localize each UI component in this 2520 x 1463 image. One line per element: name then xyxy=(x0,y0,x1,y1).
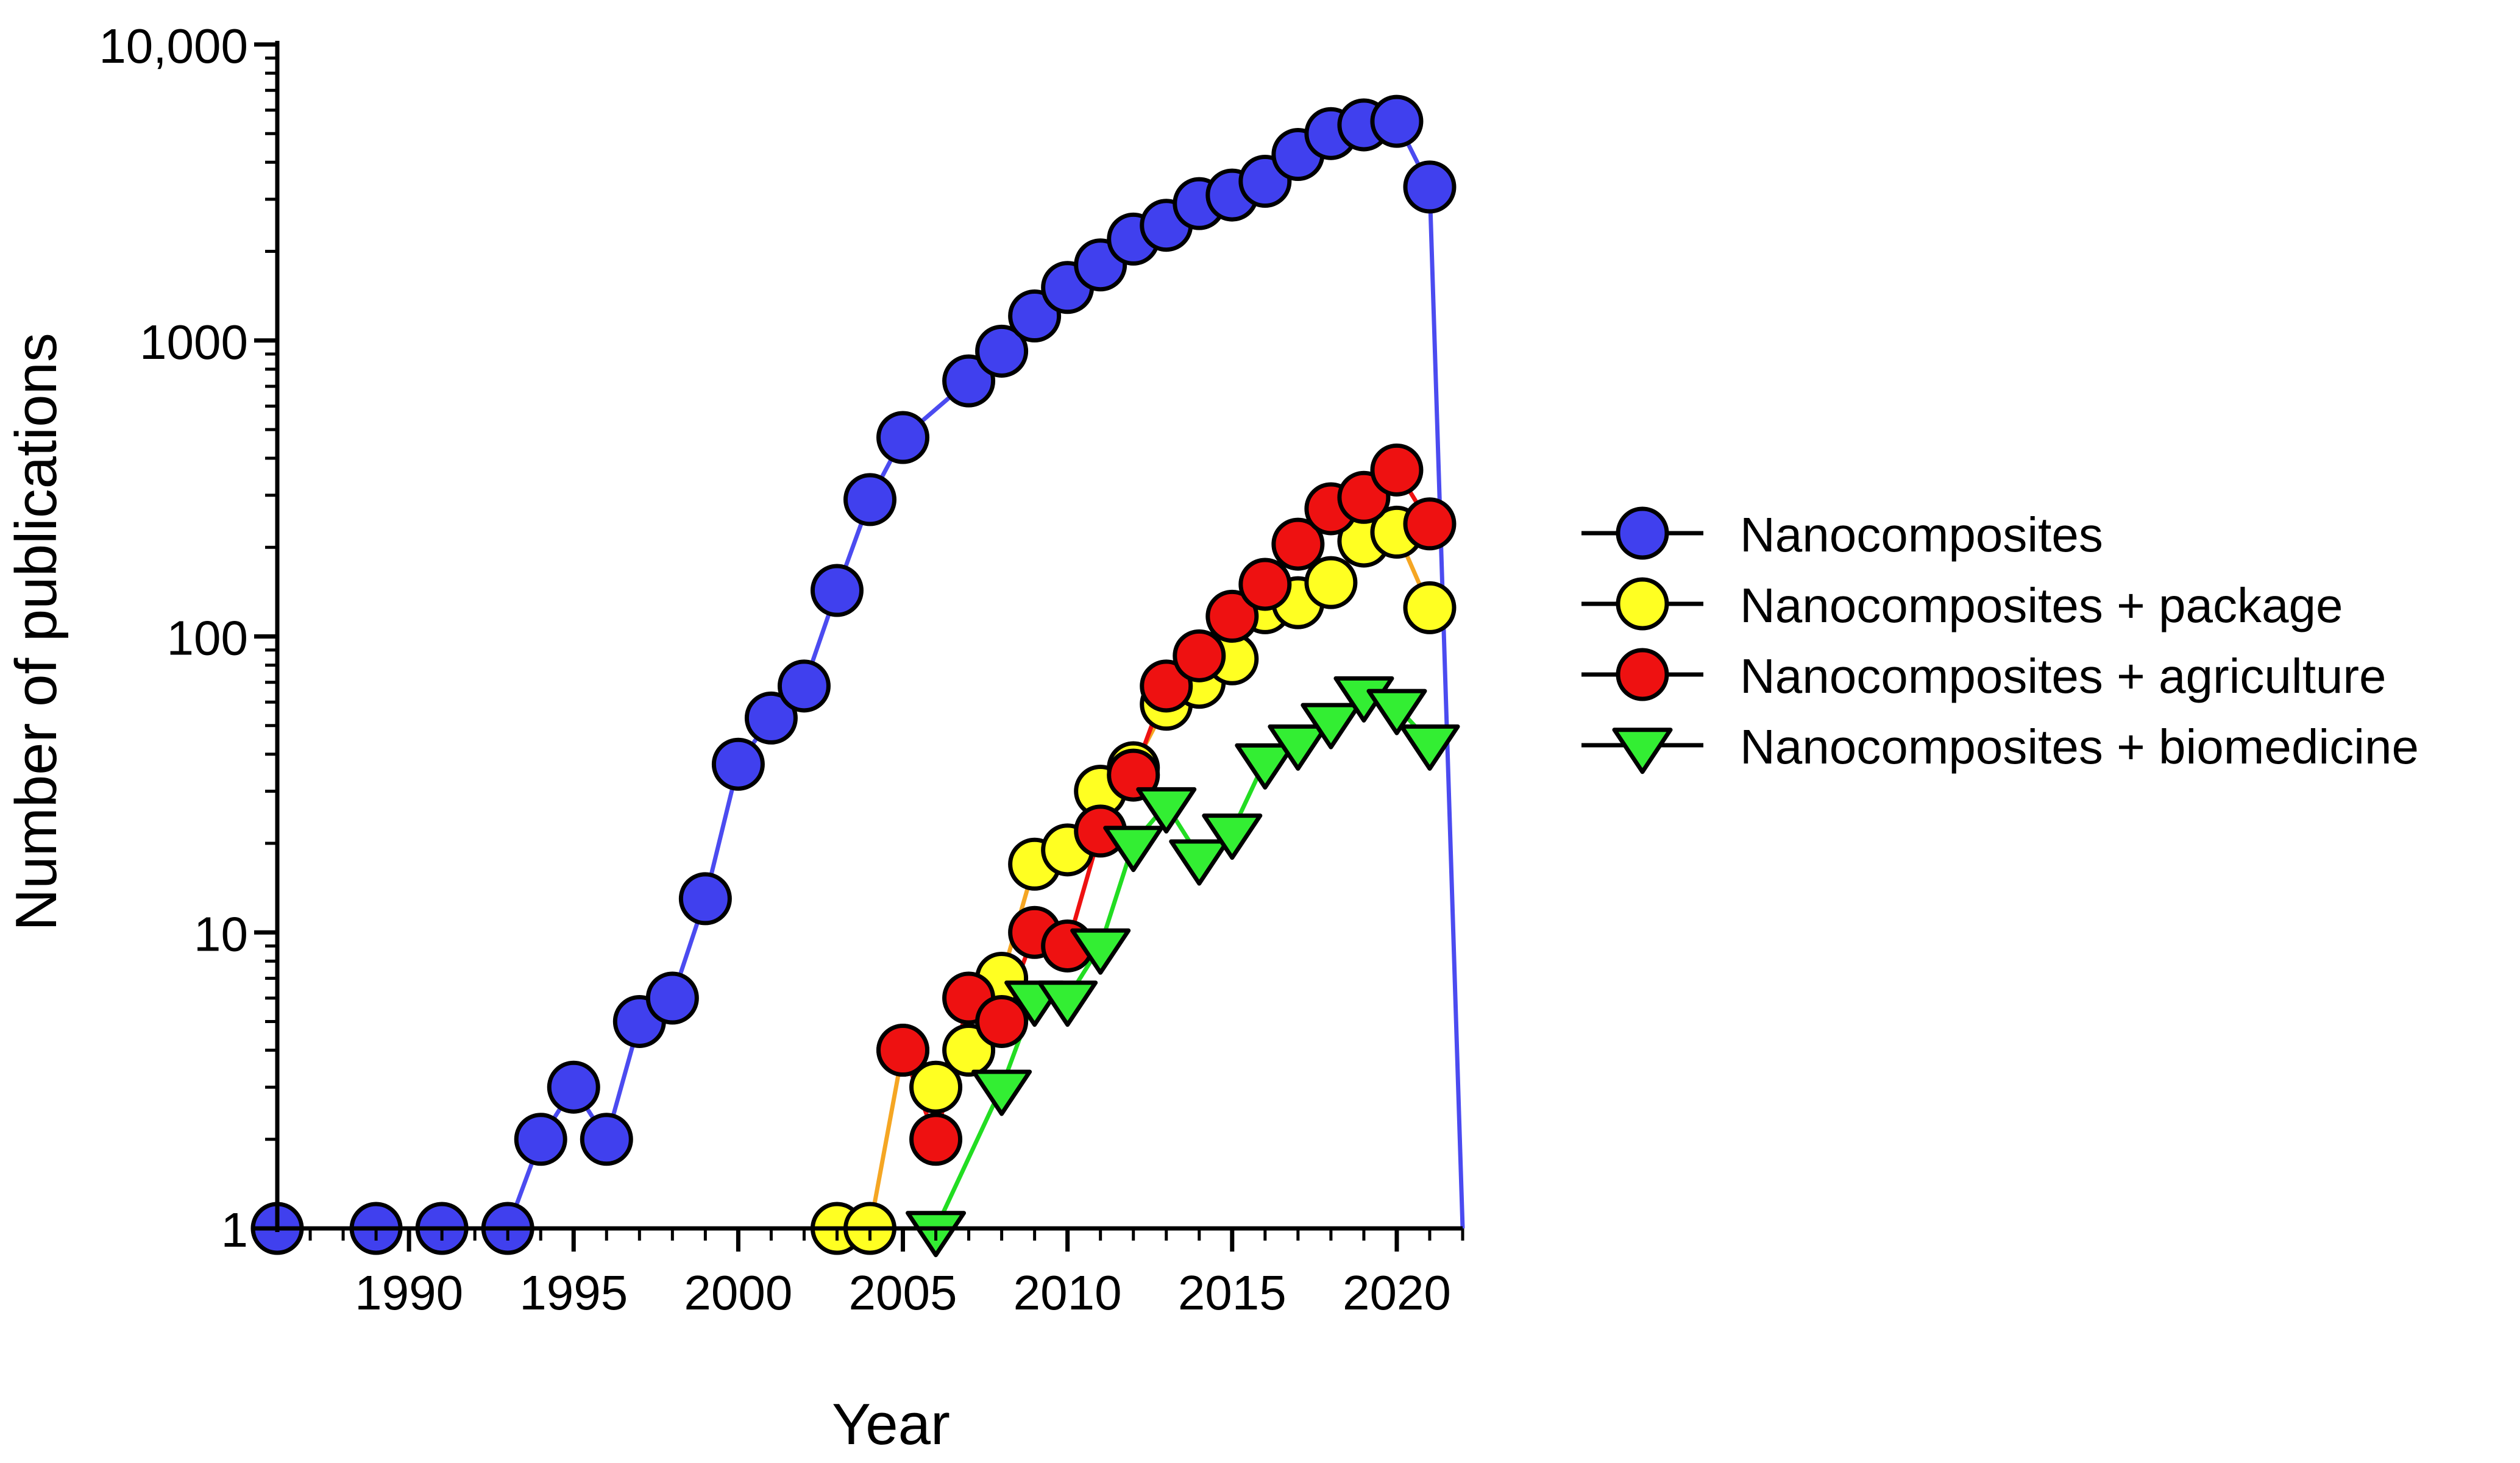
legend-marker-biomedicine xyxy=(1612,728,1673,774)
legend-marker-package xyxy=(1616,577,1669,631)
x-tick-label: 2020 xyxy=(1343,1266,1451,1320)
y-tick-label: 10 xyxy=(194,907,248,961)
y-tick-label: 10,000 xyxy=(99,19,248,73)
point-package xyxy=(1304,556,1358,609)
point-agriculture xyxy=(1173,629,1226,682)
point-nanocomposites xyxy=(975,324,1029,378)
point-agriculture xyxy=(876,1024,930,1077)
point-nanocomposites xyxy=(810,564,864,617)
point-biomedicine xyxy=(1202,813,1263,860)
point-nanocomposites xyxy=(744,691,798,745)
point-nanocomposites xyxy=(547,1060,600,1114)
point-nanocomposites xyxy=(777,659,831,713)
y-axis-label: Number of publications xyxy=(4,333,69,931)
point-agriculture xyxy=(1370,443,1424,497)
point-biomedicine xyxy=(1169,839,1230,886)
point-agriculture xyxy=(975,994,1029,1048)
point-biomedicine xyxy=(1399,724,1460,771)
point-agriculture xyxy=(1271,517,1325,571)
point-biomedicine xyxy=(1268,724,1329,771)
y-tick-label: 100 xyxy=(167,611,248,665)
legend-label-nanocomposites: Nanocomposites xyxy=(1740,508,2103,562)
x-axis-label: Year xyxy=(832,1392,950,1457)
series-layer xyxy=(250,94,1465,1258)
point-agriculture xyxy=(909,1113,963,1166)
legend: Nanocomposites Nanocomposites + package Na… xyxy=(1581,506,2419,774)
legend-marker-agriculture xyxy=(1616,648,1669,701)
point-biomedicine xyxy=(1070,928,1131,975)
legend-label-biomedicine: Nanocomposites + biomedicine xyxy=(1740,720,2419,774)
point-nanocomposites xyxy=(1403,160,1457,214)
point-agriculture xyxy=(1140,659,1193,713)
point-nanocomposites xyxy=(876,411,930,464)
point-agriculture xyxy=(1205,589,1259,643)
point-nanocomposites xyxy=(843,473,896,526)
x-tick-label: 2015 xyxy=(1178,1266,1287,1320)
point-nanocomposites xyxy=(678,872,732,926)
series-line-nanocomposites xyxy=(277,119,1465,1231)
x-tick-label: 2010 xyxy=(1013,1266,1122,1320)
x-tick-label: 1990 xyxy=(355,1266,463,1320)
y-tick-label: 1000 xyxy=(140,315,248,369)
point-biomedicine xyxy=(1103,826,1164,873)
point-nanocomposites xyxy=(1370,94,1424,148)
point-nanocomposites xyxy=(942,354,996,408)
point-package xyxy=(909,1060,963,1114)
point-biomedicine xyxy=(1366,689,1427,735)
point-agriculture xyxy=(1238,558,1292,611)
point-biomedicine xyxy=(971,1069,1032,1116)
legend-marker-nanocomposites xyxy=(1616,506,1669,560)
axes-layer: 1 10 100 1000 10,000 1990 1995 2000 2005 2010 2015… xyxy=(99,19,1464,1320)
point-agriculture xyxy=(1403,497,1457,551)
point-nanocomposites xyxy=(514,1113,567,1166)
point-biomedicine xyxy=(1301,703,1361,749)
legend-label-agriculture: Nanocomposites + agriculture xyxy=(1740,649,2387,703)
point-biomedicine xyxy=(1235,743,1296,790)
point-biomedicine xyxy=(1136,787,1197,834)
point-nanocomposites xyxy=(580,1113,633,1166)
point-nanocomposites xyxy=(711,737,765,791)
y-tick-label: 1 xyxy=(221,1203,249,1257)
x-tick-label: 1995 xyxy=(519,1266,628,1320)
x-tick-label: 2000 xyxy=(684,1266,792,1320)
legend-label-package: Nanocomposites + package xyxy=(1740,578,2343,632)
point-nanocomposites xyxy=(645,971,699,1025)
x-tick-label: 2005 xyxy=(849,1266,957,1320)
point-package xyxy=(1403,581,1457,634)
point-biomedicine xyxy=(1037,980,1098,1027)
